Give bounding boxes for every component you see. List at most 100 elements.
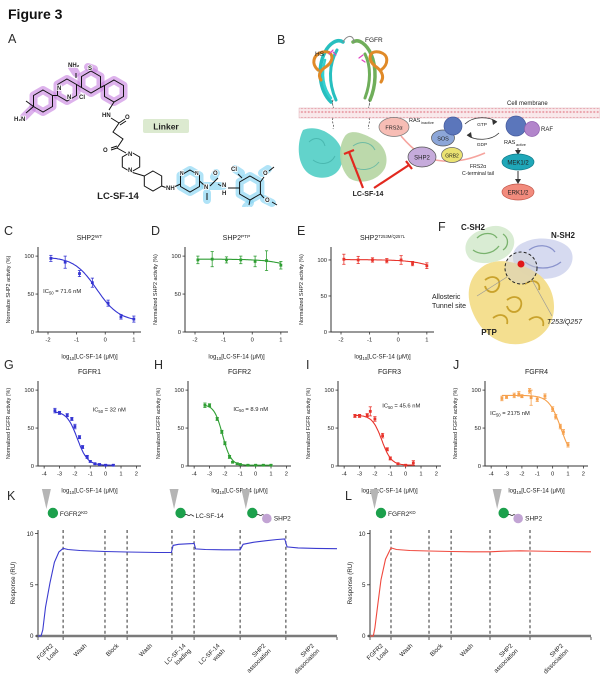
c-sh2-ribbons bbox=[472, 232, 509, 255]
panel-j-chart: -4 -3 -2 -1 0 1 2 0 50 100 FGFR4 Normalized FGFR ac… bbox=[450, 364, 596, 501]
atom-o4: O bbox=[263, 171, 268, 177]
atom-n6: N bbox=[195, 171, 199, 177]
ras-active-sub: active bbox=[516, 143, 526, 147]
x-tick: 0 bbox=[104, 338, 107, 344]
phase-label: Wash bbox=[398, 642, 414, 658]
y-axis-label: Normalize SHP2 activity (%) bbox=[6, 255, 12, 323]
data-point bbox=[253, 260, 257, 263]
data-point bbox=[93, 462, 97, 466]
data-point bbox=[239, 258, 243, 262]
data-point bbox=[551, 407, 555, 411]
ic50-annotation: IC50 = 71.6 nM bbox=[43, 289, 81, 295]
fgfr2-kd-surface-cyan bbox=[298, 128, 343, 178]
data-point bbox=[388, 457, 392, 460]
fit-curve bbox=[501, 394, 569, 447]
data-point bbox=[132, 317, 136, 321]
chart-svg-c: -2 -1 0 1 0 50 100 SHP2WT Normalize SHP2 activit… bbox=[6, 234, 141, 361]
data-point bbox=[90, 281, 94, 285]
panel-label-i: I bbox=[306, 358, 310, 372]
x-tick: -2 bbox=[192, 338, 197, 344]
tail-label-2: C-terminal tail bbox=[462, 171, 494, 177]
frs2a-tail bbox=[400, 135, 486, 162]
y-tick: 100 bbox=[174, 388, 184, 394]
data-point bbox=[78, 435, 81, 439]
x-tick: 1 bbox=[279, 338, 282, 344]
x-tick: 0 bbox=[251, 338, 254, 344]
shp2-node bbox=[407, 146, 437, 168]
data-point bbox=[228, 455, 231, 459]
y-tick: 0 bbox=[478, 464, 481, 470]
fgfr-dimer-structure bbox=[312, 35, 389, 113]
injection-label: FGFR2KD bbox=[388, 510, 416, 518]
atom-n7: N bbox=[204, 185, 208, 191]
tail-label-1: FRS2α bbox=[470, 164, 486, 170]
x-tick: -4 bbox=[342, 472, 348, 478]
panel-label-c: C bbox=[4, 224, 14, 238]
y-tick: 50 bbox=[475, 426, 481, 432]
y-axis-label: Response (RU) bbox=[347, 562, 354, 605]
ptp-label: PTP bbox=[481, 328, 497, 337]
atom-n3: N bbox=[128, 152, 132, 158]
data-point bbox=[210, 257, 214, 261]
data-point bbox=[342, 257, 346, 261]
chart-title: FGFR4 bbox=[525, 369, 548, 376]
cell-membrane-label: Cell membrane bbox=[507, 101, 548, 107]
atom-o2: O bbox=[103, 148, 108, 154]
data-point bbox=[411, 262, 414, 265]
y-tick: 50 bbox=[321, 294, 327, 300]
mek-label: MEK1/2 bbox=[507, 161, 529, 167]
atom-n4: N bbox=[128, 168, 132, 174]
x-tick: 2 bbox=[135, 472, 138, 478]
n-sh2-label: N-SH2 bbox=[551, 231, 576, 240]
panel-label-a: A bbox=[8, 32, 17, 46]
x-tick: 2 bbox=[582, 472, 585, 478]
x-tick: -1 bbox=[74, 338, 79, 344]
data-point bbox=[78, 272, 81, 275]
panel-d-chart: -2 -1 0 1 0 50 100 SHP2PTP Normalized SHP2 activ… bbox=[150, 230, 296, 367]
y-tick: 0 bbox=[362, 633, 366, 640]
tunnel-site-circle bbox=[504, 251, 538, 285]
pipette-tip-icon bbox=[492, 489, 502, 509]
x-tick: -3 bbox=[207, 472, 212, 478]
ras-active-label: RAS bbox=[504, 140, 516, 146]
data-point bbox=[98, 463, 101, 466]
atom-cl1: Cl bbox=[79, 95, 85, 101]
fit-curve bbox=[354, 414, 414, 466]
y-tick: 10 bbox=[359, 531, 366, 538]
data-point bbox=[49, 256, 53, 260]
panel-label-d: D bbox=[151, 224, 161, 238]
panel-k-chart: 0 5 10 Response (RU) FGFR2 Load Wash Block Wash L… bbox=[5, 488, 343, 695]
data-point bbox=[119, 315, 123, 319]
data-point bbox=[399, 258, 403, 262]
fit-curve bbox=[204, 404, 271, 466]
gtp-label: GTP bbox=[477, 122, 487, 128]
shp2-icon bbox=[262, 513, 272, 524]
panel-i-chart: -4 -3 -2 -1 0 1 2 0 50 100 FGFR3 Normalized FGFR ac… bbox=[303, 364, 449, 501]
sos-node-label: SOS bbox=[437, 137, 449, 143]
mutation-label: T253/Q257 bbox=[547, 319, 583, 326]
sensorgram-trace bbox=[370, 547, 592, 637]
y-axis-label: Response (RU) bbox=[10, 562, 17, 605]
allosteric-pointer bbox=[476, 276, 508, 297]
ic50-annotation: IC50 = 8.9 nM bbox=[233, 407, 268, 413]
atom-o1: O bbox=[125, 115, 130, 121]
fgfr-label: FGFR bbox=[365, 37, 383, 44]
ras-active-node bbox=[505, 115, 527, 137]
x-tick: -1 bbox=[535, 472, 540, 478]
data-point bbox=[58, 411, 61, 415]
data-point bbox=[425, 264, 429, 268]
frs2a-node bbox=[378, 117, 410, 137]
phase-label: Block bbox=[429, 642, 445, 658]
frs2a-node-label: FRS2α bbox=[385, 126, 403, 132]
data-point bbox=[269, 463, 273, 467]
x-tick: 1 bbox=[119, 472, 122, 478]
x-tick: -2 bbox=[222, 472, 227, 478]
x-tick: -2 bbox=[45, 338, 50, 344]
x-tick: 0 bbox=[397, 338, 400, 344]
data-point bbox=[558, 425, 562, 428]
data-point bbox=[106, 301, 110, 305]
x-tick: -2 bbox=[519, 472, 524, 478]
x-tick: -4 bbox=[192, 472, 198, 478]
y-axis-label: Normalized SHP2 activity (%) bbox=[299, 254, 305, 325]
